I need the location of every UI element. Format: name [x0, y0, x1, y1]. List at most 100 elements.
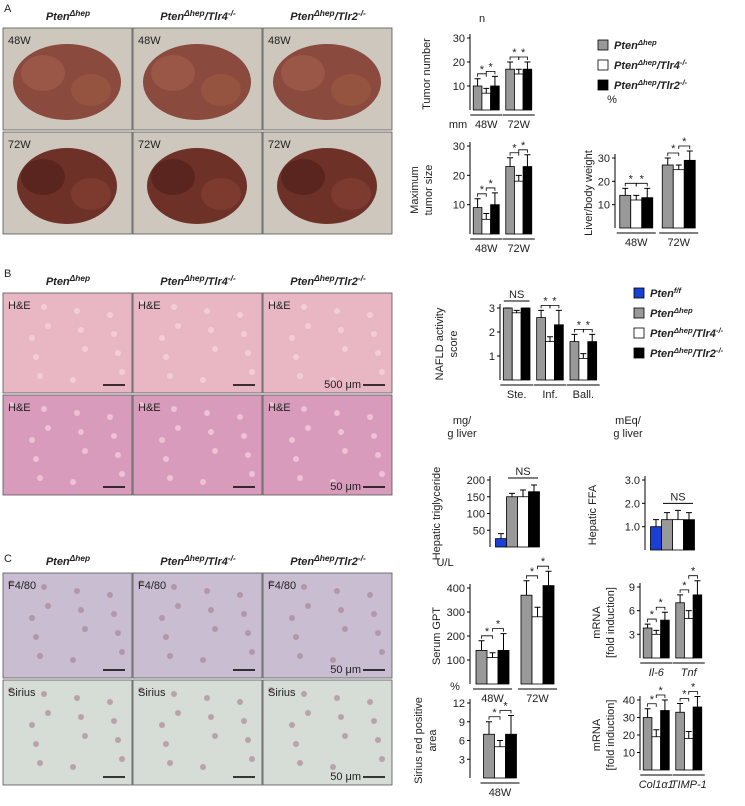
texture [200, 764, 206, 770]
texture [371, 331, 377, 337]
significance-bracket [509, 152, 520, 156]
unit-label: mm [449, 119, 467, 131]
texture [111, 718, 117, 724]
error-bar [685, 610, 692, 619]
texture [237, 312, 243, 318]
error-bar [474, 198, 481, 208]
y-tick-label: 20 [453, 57, 465, 69]
significance-label: * [682, 580, 687, 592]
superscript: Δhep [313, 8, 335, 18]
bar [490, 85, 500, 111]
significance-bracket [537, 565, 549, 570]
significance-bracket [688, 691, 698, 695]
texture [289, 437, 295, 443]
micrograph [262, 572, 393, 679]
texture [175, 425, 181, 431]
bar [684, 738, 694, 771]
texture [342, 626, 348, 632]
bar [569, 341, 580, 381]
significance-label: * [552, 295, 557, 307]
bar [481, 92, 491, 111]
image-label: H&E [268, 402, 291, 414]
bar [619, 194, 632, 229]
texture [41, 304, 47, 310]
texture [293, 456, 299, 462]
texture [379, 369, 385, 375]
texture [212, 346, 218, 352]
significance-bracket [549, 305, 560, 309]
error-bar [478, 640, 485, 651]
bar [684, 618, 694, 659]
texture [237, 414, 243, 420]
texture [330, 657, 336, 663]
image-label: Sirius [268, 687, 296, 699]
texture [41, 584, 47, 590]
error-bar [489, 652, 496, 658]
texture [159, 615, 165, 621]
superscript: Δhep [637, 78, 657, 87]
texture [115, 452, 121, 458]
error-bar [644, 708, 651, 718]
genotype-label: PtenΔhep [46, 8, 90, 23]
texture [171, 406, 177, 412]
genotype-label: PtenΔhep [46, 273, 90, 288]
texture [70, 479, 76, 485]
error-bar [513, 309, 520, 313]
gene-name: /Tlr2 [692, 348, 716, 360]
error-bar [497, 740, 503, 747]
image-label: 48W [138, 35, 161, 47]
error-bar [547, 336, 553, 342]
texture [167, 653, 173, 659]
superscript: Δhep [673, 326, 693, 335]
significance-label: * [512, 143, 517, 155]
texture [159, 437, 165, 443]
texture [367, 312, 373, 318]
bar [651, 633, 661, 659]
significance-label: * [671, 143, 676, 155]
significance-label: * [530, 566, 535, 578]
gene-name: Pten [614, 60, 638, 72]
texture [33, 456, 39, 462]
gene-name: Pten [290, 11, 314, 23]
significance-bracket [688, 575, 698, 579]
superscript: Δhep [673, 346, 693, 355]
error-bar [580, 353, 587, 359]
significance-bracket [655, 606, 666, 611]
texture [74, 588, 80, 594]
liver-lobe [21, 55, 65, 91]
y-axis-label: Serum GPT [431, 607, 443, 665]
bar [683, 159, 696, 229]
texture [245, 452, 251, 458]
error-bar [589, 333, 596, 342]
image-label: 48W [8, 35, 31, 47]
bar [642, 627, 653, 659]
y-axis-label: tumor size [423, 165, 435, 216]
bar [536, 317, 546, 381]
texture [379, 471, 385, 477]
texture [138, 402, 144, 408]
bar [650, 526, 662, 551]
gene-name: Pten [290, 556, 314, 568]
error-bar [534, 606, 541, 617]
error-bar [675, 509, 681, 520]
panel-label: A [4, 3, 12, 15]
liver-lobe [151, 55, 195, 91]
superscript: -/- [228, 273, 236, 283]
texture [171, 691, 177, 697]
bar [660, 710, 670, 771]
texture [204, 410, 210, 416]
significance-label: * [512, 47, 517, 59]
significance-bracket [582, 329, 593, 333]
texture [78, 429, 84, 435]
texture [167, 475, 173, 481]
texture [138, 687, 144, 693]
texture [330, 764, 336, 770]
texture [45, 425, 51, 431]
genotype-label: PtenΔhep/Tlr2-/- [290, 8, 366, 23]
gene-name: Pten [650, 348, 674, 360]
texture [37, 373, 43, 379]
micrograph [132, 394, 263, 496]
texture [330, 479, 336, 485]
texture [338, 327, 344, 333]
texture [167, 760, 173, 766]
